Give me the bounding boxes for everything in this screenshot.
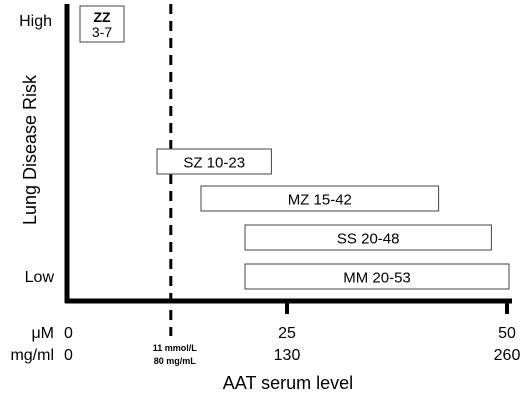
range-label-mz: MZ 15-42 <box>288 192 352 209</box>
y-low-label: Low <box>25 269 55 286</box>
x-tick-label-mgml: 260 <box>494 347 521 364</box>
range-genotype-label: ZZ <box>93 9 111 25</box>
unit-label-um: μM <box>31 325 54 342</box>
x-tick-label-um: 0 <box>64 325 73 342</box>
range-box-mz <box>200 185 440 212</box>
range-box-zz <box>79 5 125 43</box>
y-axis-title: Lung Disease Risk <box>20 74 40 225</box>
unit-label-mgml: mg/ml <box>10 347 54 364</box>
threshold-label-mmol: 11 mmol/L <box>153 343 198 353</box>
x-tick-label-mgml: 0 <box>64 347 73 364</box>
range-label-ss: SS 20-48 <box>337 231 400 248</box>
threshold-label-mgml: 80 mg/mL <box>154 356 197 366</box>
x-axis-title: AAT serum level <box>223 373 353 393</box>
x-tick-label-mgml: 130 <box>274 347 301 364</box>
y-high-label: High <box>19 13 52 30</box>
bars-group: ZZ3-7 SZ 10-23 MZ 15-42 SS 20-48 MM 20-53 <box>79 5 510 290</box>
range-value-label: 3-7 <box>92 24 112 40</box>
x-tick-label-um: 25 <box>278 325 296 342</box>
ticks-group: 0 0 25 130 50 260 <box>64 301 520 364</box>
range-box-ss <box>244 224 492 251</box>
range-label-sz: SZ 10-23 <box>183 155 245 172</box>
range-label-mm: MM 20-53 <box>343 270 411 287</box>
x-tick-label-um: 50 <box>498 325 516 342</box>
range-box-sz <box>156 148 272 175</box>
range-box-mm <box>244 263 510 290</box>
